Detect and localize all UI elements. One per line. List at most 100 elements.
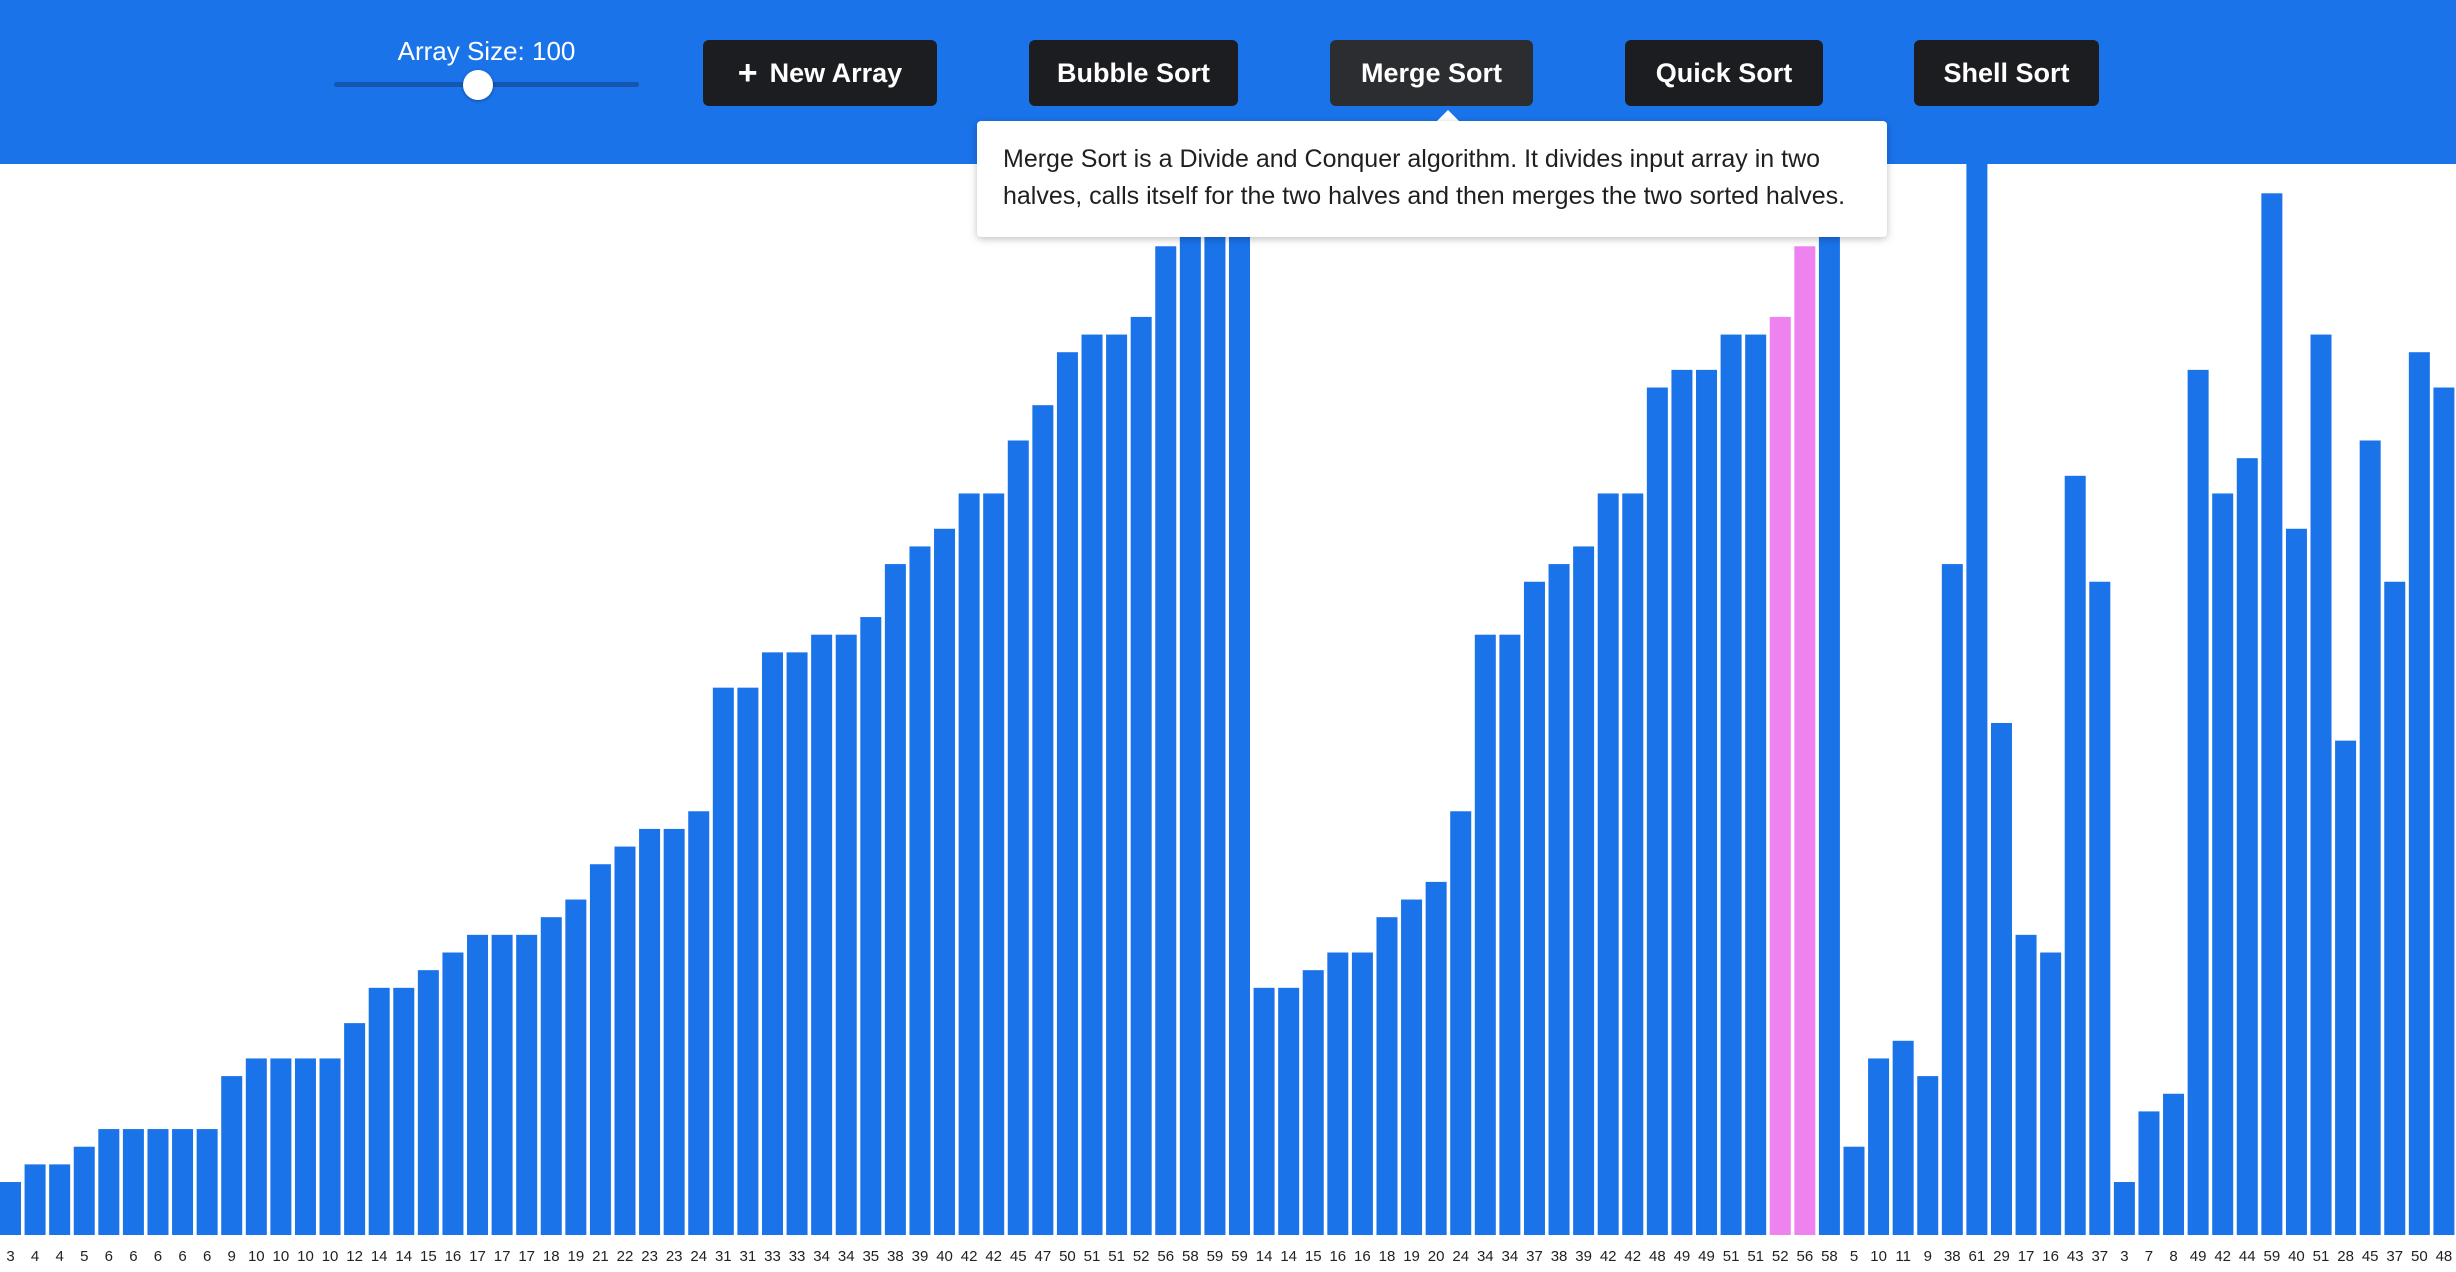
bar-value-label: 35 bbox=[862, 1248, 879, 1265]
bar-value-label: 11 bbox=[1895, 1248, 1911, 1265]
bar-value-label: 42 bbox=[1600, 1248, 1617, 1265]
bar-value-label: 10 bbox=[322, 1248, 339, 1265]
array-bar bbox=[1376, 917, 1398, 1235]
array-bar bbox=[294, 1058, 316, 1235]
array-bar bbox=[49, 1164, 71, 1235]
shell-sort-button[interactable]: Shell Sort bbox=[1914, 40, 2099, 106]
bar-value-label: 16 bbox=[445, 1248, 462, 1265]
array-bar bbox=[1155, 246, 1177, 1235]
bar-value-label: 50 bbox=[1059, 1248, 1076, 1265]
bar-value-label: 48 bbox=[2436, 1248, 2453, 1265]
bar-value-label: 10 bbox=[248, 1248, 265, 1265]
bubble-sort-button[interactable]: Bubble Sort bbox=[1029, 40, 1238, 106]
array-bar bbox=[2212, 493, 2234, 1236]
bar-value-label: 15 bbox=[420, 1248, 437, 1265]
array-bar bbox=[2310, 334, 2332, 1235]
array-bar bbox=[1745, 334, 1767, 1235]
bar-value-label: 10 bbox=[1870, 1248, 1887, 1265]
bar-value-label: 18 bbox=[543, 1248, 560, 1265]
array-bar bbox=[1990, 722, 2012, 1235]
bar-value-label: 9 bbox=[1924, 1248, 1932, 1265]
merge-sort-button[interactable]: Merge Sort bbox=[1330, 40, 1533, 106]
array-bar bbox=[393, 987, 415, 1235]
array-bar bbox=[1696, 369, 1718, 1235]
array-bar bbox=[2187, 369, 2209, 1235]
bar-value-label: 6 bbox=[203, 1248, 211, 1265]
array-bar bbox=[811, 634, 833, 1235]
array-bar bbox=[2163, 1093, 2185, 1235]
bar-value-label: 16 bbox=[2042, 1248, 2059, 1265]
array-bar bbox=[1204, 193, 1226, 1235]
bar-value-label: 40 bbox=[2288, 1248, 2305, 1265]
array-bar bbox=[1253, 987, 1275, 1235]
bar-value-label: 56 bbox=[1157, 1248, 1174, 1265]
array-bar bbox=[73, 1146, 95, 1235]
array-bar bbox=[958, 493, 980, 1236]
bar-value-label: 50 bbox=[2411, 1248, 2428, 1265]
bar-value-label: 49 bbox=[2190, 1248, 2207, 1265]
bar-value-label: 52 bbox=[1772, 1248, 1789, 1265]
bubble-sort-label: Bubble Sort bbox=[1057, 57, 1210, 88]
bar-value-label: 14 bbox=[1280, 1248, 1297, 1265]
bar-value-label: 38 bbox=[1551, 1248, 1568, 1265]
bar-value-label: 51 bbox=[1723, 1248, 1740, 1265]
array-bar bbox=[196, 1129, 218, 1235]
array-bar bbox=[1229, 193, 1250, 1235]
array-bar bbox=[1401, 899, 1423, 1235]
array-bar bbox=[835, 634, 857, 1235]
bar-value-label: 7 bbox=[2145, 1248, 2153, 1265]
bar-value-label: 14 bbox=[395, 1248, 412, 1265]
bar-value-label: 48 bbox=[1649, 1248, 1666, 1265]
array-bar bbox=[1302, 970, 1324, 1235]
array-bar bbox=[2335, 740, 2357, 1235]
bar-value-label: 17 bbox=[469, 1248, 486, 1265]
bar-value-label: 29 bbox=[1993, 1248, 2010, 1265]
array-bar bbox=[1597, 493, 1619, 1236]
array-bar bbox=[761, 652, 783, 1235]
array-bar bbox=[122, 1129, 144, 1235]
array-bar bbox=[934, 528, 956, 1235]
bar-value-label: 5 bbox=[1850, 1248, 1858, 1265]
array-bar bbox=[368, 987, 390, 1235]
array-bar bbox=[540, 917, 562, 1235]
array-bar bbox=[467, 934, 489, 1235]
array-bar bbox=[565, 899, 587, 1235]
bar-value-label: 3 bbox=[2120, 1248, 2128, 1265]
array-bar bbox=[1892, 1040, 1914, 1235]
bar-value-label: 58 bbox=[1182, 1248, 1199, 1265]
bar-value-label: 19 bbox=[1403, 1248, 1420, 1265]
array-bar bbox=[1474, 634, 1496, 1235]
new-array-button[interactable]: + New Array bbox=[703, 40, 937, 106]
quick-sort-label: Quick Sort bbox=[1655, 57, 1793, 88]
bar-value-label: 44 bbox=[2239, 1248, 2256, 1265]
array-bar bbox=[737, 687, 759, 1235]
quick-sort-button[interactable]: Quick Sort bbox=[1625, 40, 1823, 106]
array-bar bbox=[2089, 581, 2111, 1235]
array-bar bbox=[1007, 440, 1029, 1235]
bar-value-label: 3 bbox=[6, 1248, 14, 1265]
array-bar bbox=[344, 1023, 366, 1235]
bar-value-label: 14 bbox=[1256, 1248, 1273, 1265]
bar-value-label: 59 bbox=[1207, 1248, 1224, 1265]
array-bar bbox=[2138, 1111, 2160, 1235]
bar-value-label: 9 bbox=[228, 1248, 236, 1265]
tooltip-text: Merge Sort is a Divide and Conquer algor… bbox=[1003, 145, 1846, 210]
array-bar bbox=[1769, 316, 1791, 1235]
bar-value-label: 19 bbox=[567, 1248, 584, 1265]
array-bar bbox=[1450, 811, 1472, 1235]
array-bar bbox=[2261, 193, 2283, 1235]
array-bar bbox=[1523, 581, 1545, 1235]
bar-value-label: 38 bbox=[1944, 1248, 1961, 1265]
array-bar bbox=[98, 1129, 120, 1235]
array-size-label: Array Size: 100 bbox=[397, 36, 576, 66]
bar-value-label: 14 bbox=[371, 1248, 388, 1265]
bar-value-label: 56 bbox=[1796, 1248, 1813, 1265]
array-bar bbox=[417, 970, 439, 1235]
array-bar bbox=[1056, 352, 1078, 1236]
array-size-control: Array Size: 100 bbox=[334, 30, 639, 110]
array-size-slider-thumb[interactable] bbox=[463, 70, 494, 100]
array-bar bbox=[2384, 581, 2406, 1235]
bar-value-label: 49 bbox=[1698, 1248, 1715, 1265]
bar-value-label: 39 bbox=[912, 1248, 929, 1265]
bar-value-label: 17 bbox=[518, 1248, 535, 1265]
